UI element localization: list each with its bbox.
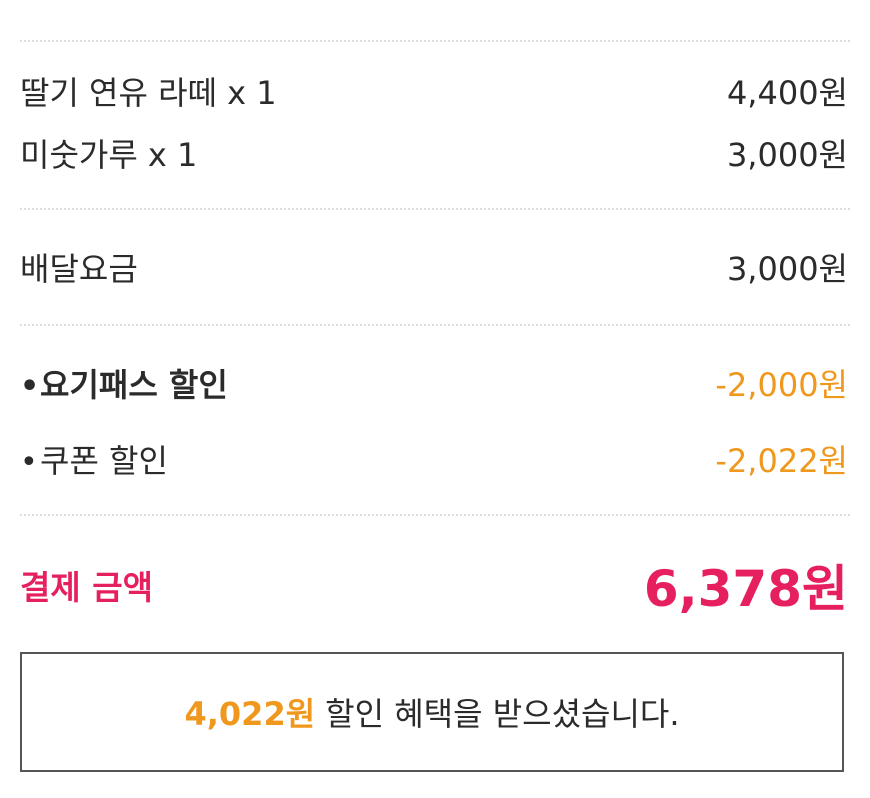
discount-label-text: 요기패스 할인 [40, 366, 228, 404]
divider [20, 208, 850, 210]
discount-row-coupon: •쿠폰 할인 -2,022원 [20, 434, 848, 484]
total-label: 결제 금액 [20, 568, 153, 607]
discount-label: •쿠폰 할인 [20, 436, 168, 482]
bullet-icon: • [20, 369, 40, 404]
order-item-name: 딸기 연유 라떼 x 1 [20, 74, 277, 112]
discount-amount: -2,000원 [715, 366, 848, 404]
bullet-icon: • [20, 445, 38, 480]
discount-amount: -2,022원 [715, 442, 848, 480]
discount-label: •요기패스 할인 [20, 360, 228, 406]
order-item-row: 미숫가루 x 1 3,000원 [20, 128, 848, 178]
total-amount: 6,378원 [643, 560, 848, 618]
delivery-fee-label: 배달요금 [20, 250, 138, 288]
order-item-row: 딸기 연유 라떼 x 1 4,400원 [20, 66, 848, 116]
benefit-text: 할인 혜택을 받으셨습니다. [325, 695, 680, 733]
divider [20, 40, 850, 42]
delivery-fee-price: 3,000원 [726, 250, 848, 288]
benefit-amount: 4,022원 [184, 695, 316, 733]
discount-label-text: 쿠폰 할인 [40, 442, 168, 480]
delivery-fee-row: 배달요금 3,000원 [20, 242, 848, 292]
discount-row-yogipass: •요기패스 할인 -2,000원 [20, 358, 848, 408]
order-item-price: 3,000원 [726, 136, 848, 174]
divider [20, 514, 850, 516]
order-item-price: 4,400원 [726, 74, 848, 112]
total-row: 결제 금액 6,378원 [20, 550, 848, 620]
discount-benefit-banner: 4,022원 할인 혜택을 받으셨습니다. [20, 652, 844, 772]
order-item-name: 미숫가루 x 1 [20, 136, 198, 174]
divider [20, 324, 850, 326]
